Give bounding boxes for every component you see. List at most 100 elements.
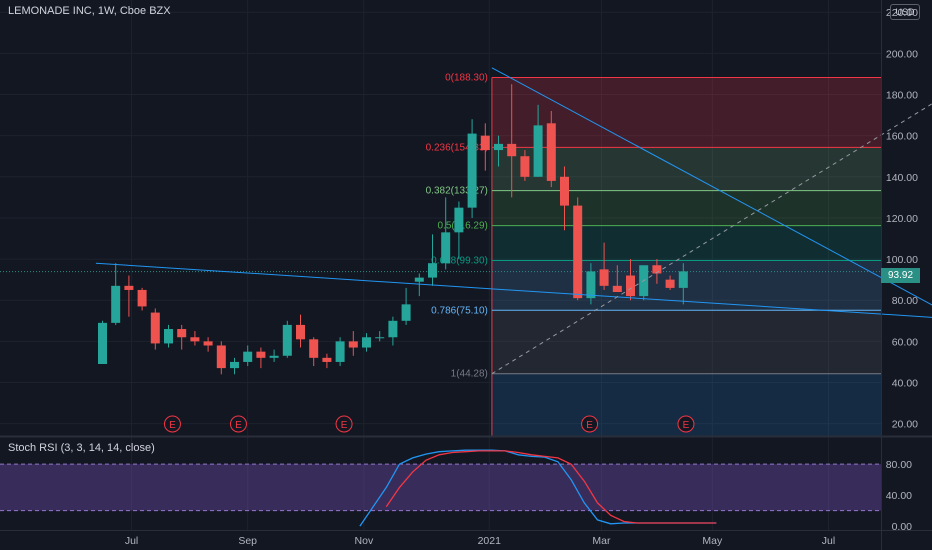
chart-title: LEMONADE INC, 1W, Cboe BZX [8,5,171,17]
earnings-circle [163,415,181,433]
time-tick-label: Jul [822,535,835,547]
candle-body [520,156,530,177]
candle-body [137,289,147,307]
candle-body [348,341,358,348]
candle-body [546,123,556,181]
candle-body [375,337,385,339]
candle-body [388,320,398,338]
stoch-rsi-title: Stoch RSI (3, 3, 14, 14, close) [8,442,155,454]
fib-zone [491,147,881,191]
candle-body [480,135,490,151]
candle-body [467,133,477,208]
fib-level-label: 0.236(154.33) [426,142,488,153]
earnings-marker: E [581,415,599,433]
fib-zone [491,310,881,374]
trend-line [491,67,932,306]
rsi-tick-label: 0.00 [892,521,913,533]
fib-level-label: 0.382(133.27) [426,186,488,197]
fib-zone [491,77,881,148]
price-tick-label: 140.00 [886,172,918,184]
time-tick-label: Sep [238,535,257,547]
time-tick-label: May [702,535,723,547]
candle-body [665,279,675,288]
earnings-circle [581,415,599,433]
time-tick-label: 2021 [478,535,502,547]
candle-body [335,341,345,362]
earnings-label: E [235,420,242,431]
price-tick-label: 160.00 [886,131,918,143]
candle-body [216,345,226,369]
fib-level-label: 0(188.30) [445,72,488,83]
candle-body [586,271,596,299]
candle-body [560,176,569,206]
earnings-label: E [341,420,348,431]
earnings-label: E [586,420,593,431]
candle-body [678,271,688,288]
trend-line [95,262,932,318]
candle-body [269,355,279,358]
fib-level-label: 0.618(99.30) [431,256,488,267]
candle-body [362,337,371,348]
fib-level-label: 0.786(75.10) [431,305,488,316]
candle-body [150,312,160,344]
time-tick-label: Mar [592,535,611,547]
earnings-circle [677,415,695,433]
candle-body [243,351,253,362]
candle-body [652,265,662,274]
candle-body [573,205,583,299]
earnings-marker: E [163,415,181,433]
price-tick-label: 100.00 [886,254,918,266]
earnings-marker: E [335,415,353,433]
candle-body [230,361,239,369]
candle-body [533,125,543,177]
rsi-tick-label: 80.00 [886,459,912,471]
candle-body [256,351,266,358]
candle-body [441,232,451,264]
earnings-marker: E [677,415,695,433]
candle-body [309,339,319,358]
candle-body [296,324,305,340]
candle-body [599,269,609,286]
rsi-band [0,464,881,511]
candle-body [494,143,503,151]
candle-body [322,357,332,362]
candle-body [454,207,464,233]
last-price-tag: 93.92 [881,268,920,283]
candle-body [111,285,121,323]
candle-body [98,322,107,364]
candle-body [626,275,635,297]
price-tick-label: 80.00 [892,295,918,307]
fib-zone [491,225,881,261]
price-tick-label: 200.00 [886,48,918,60]
candle-body [164,329,173,344]
price-tick-label: 60.00 [892,336,918,348]
price-tick-label: 220.00 [886,7,918,19]
candle-body [203,341,213,346]
candle-body [507,143,517,157]
candle-body [124,285,134,290]
candle-body [190,337,200,342]
earnings-circle [229,415,247,433]
time-tick-label: Jul [125,535,138,547]
candle-body [414,277,424,282]
earnings-label: E [169,420,176,431]
earnings-marker: E [229,415,247,433]
rsi-tick-label: 40.00 [886,490,912,502]
fib-level-label: 1(44.28) [451,369,488,380]
price-tick-label: 20.00 [892,419,918,431]
price-tick-label: 180.00 [886,90,918,102]
rsi-series-d [385,450,717,524]
candle-body [282,324,292,356]
earnings-label: E [683,420,690,431]
price-tick-label: 40.00 [892,378,918,390]
candle-body [177,329,187,338]
price-tick-label: 120.00 [886,213,918,225]
candle-body [428,263,437,278]
earnings-circle [335,415,353,433]
currency-badge[interactable]: USD [890,4,920,20]
candle-body [401,304,411,321]
time-tick-label: Nov [355,535,374,547]
fib-zone [491,190,881,226]
candle-body [612,285,622,292]
